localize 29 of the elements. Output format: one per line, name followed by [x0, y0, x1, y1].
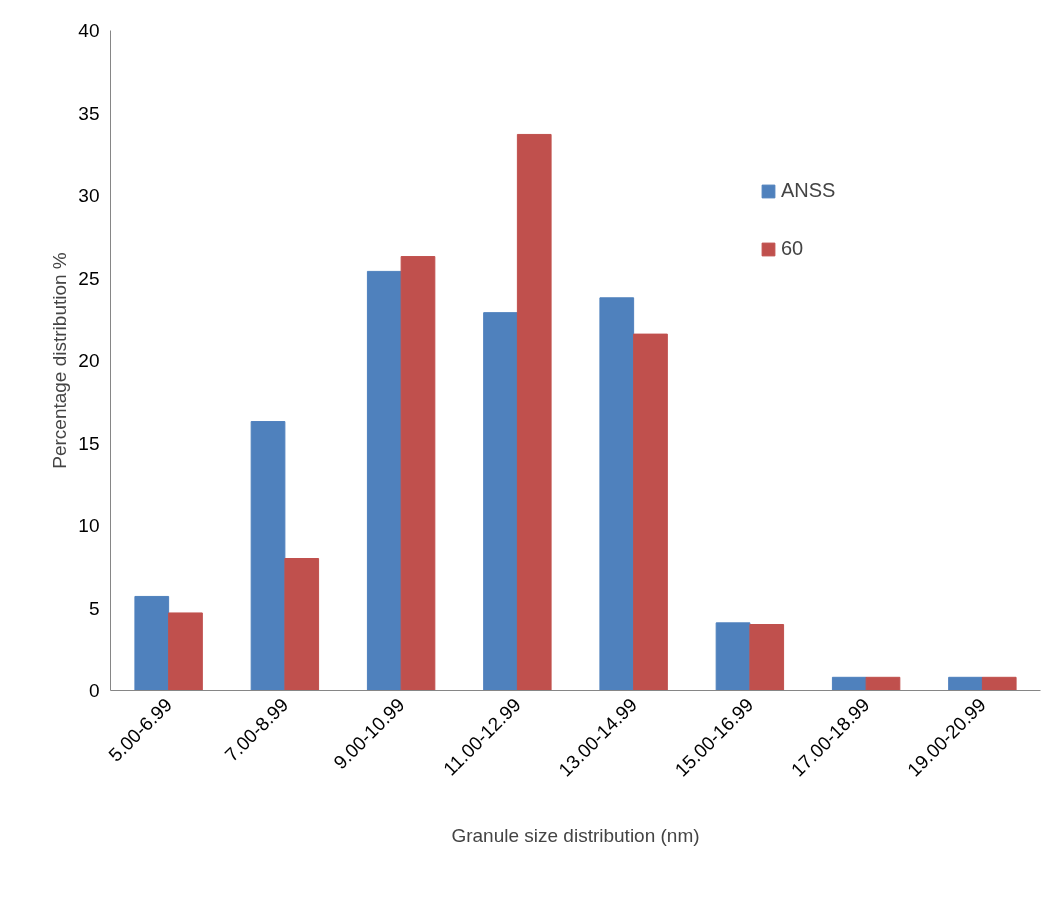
- legend-label: ANSS: [781, 179, 836, 202]
- bar: [599, 297, 635, 691]
- bar: [865, 676, 901, 691]
- bar: [516, 133, 552, 691]
- bar: [134, 595, 170, 691]
- bar: [483, 312, 518, 691]
- legend-label: 60: [781, 237, 804, 260]
- y-tick-label: 30: [78, 185, 100, 206]
- bar: [284, 558, 320, 691]
- bar: [948, 676, 983, 691]
- bar: [366, 270, 402, 691]
- bar: [831, 676, 867, 691]
- y-axis-title: Percentage distribution %: [49, 252, 71, 469]
- bar: [633, 333, 668, 691]
- y-tick-label: 40: [78, 20, 100, 41]
- y-tick-label: 5: [88, 597, 100, 619]
- bar: [749, 624, 785, 691]
- x-axis-title: Granule size distribution (nm): [451, 825, 700, 847]
- bar: [715, 622, 751, 691]
- y-tick-label: 10: [78, 515, 100, 536]
- bar: [168, 612, 203, 691]
- y-tick-label: 0: [88, 680, 100, 701]
- y-tick-label: 25: [78, 267, 100, 289]
- y-tick-label: 15: [78, 432, 100, 454]
- y-tick-label: 35: [78, 102, 100, 124]
- y-tick-label: 20: [78, 350, 100, 371]
- bar: [250, 421, 286, 691]
- bar: [981, 676, 1017, 691]
- bar: [400, 256, 436, 691]
